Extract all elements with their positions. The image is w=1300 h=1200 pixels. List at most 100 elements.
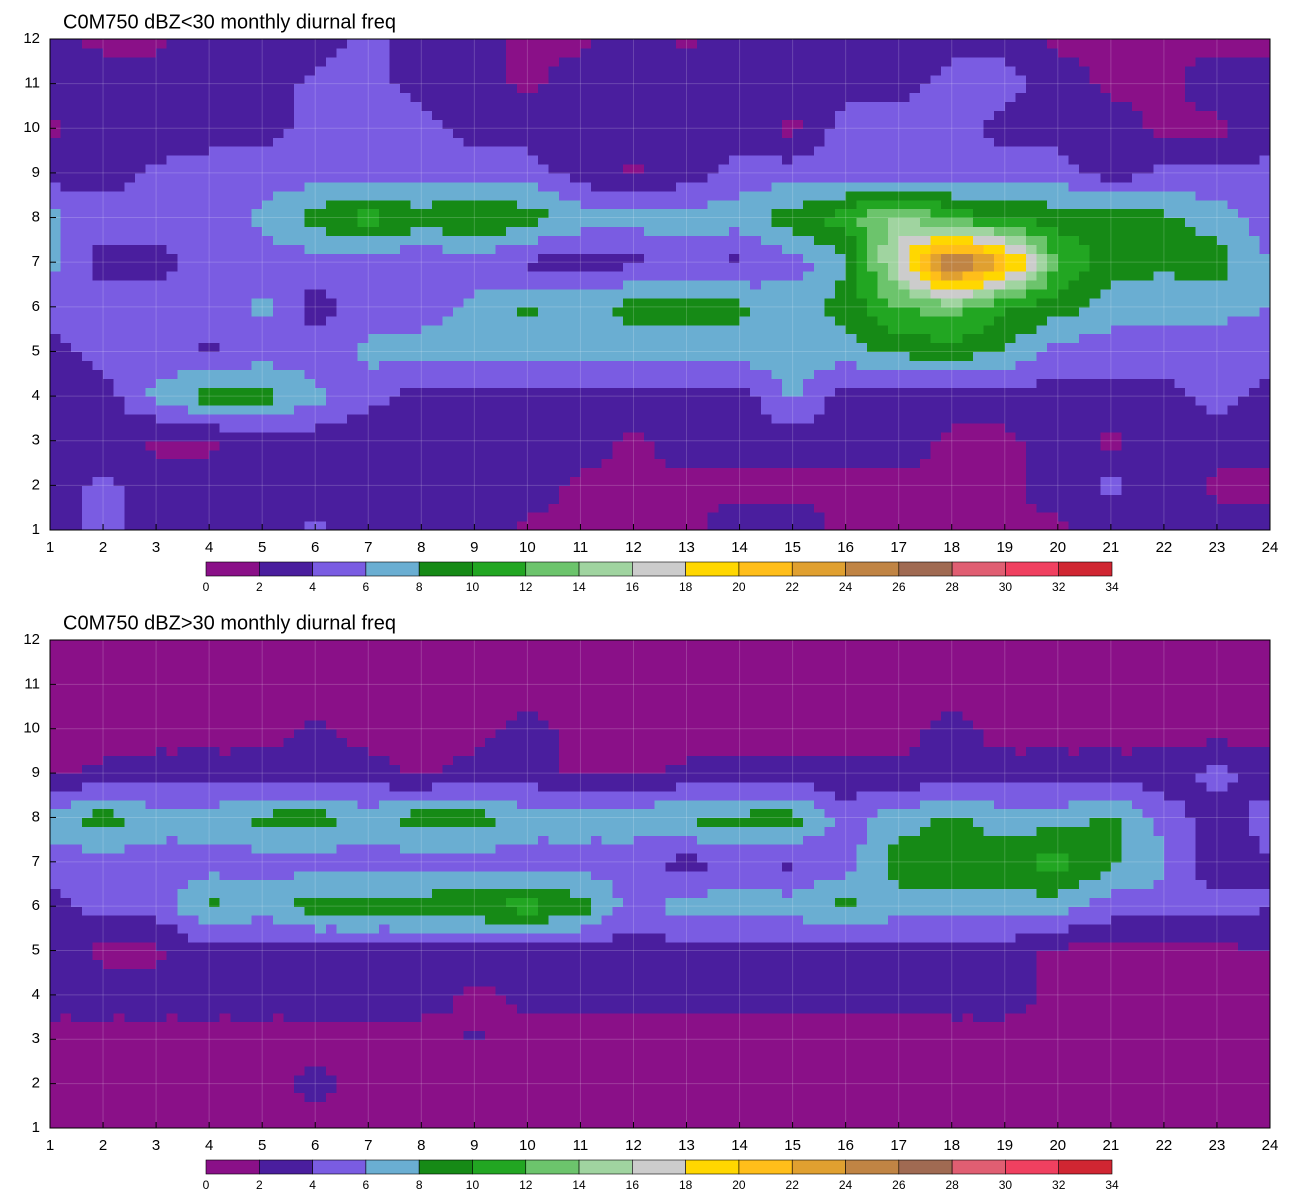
contour-cell — [983, 467, 995, 478]
contour-cell — [251, 306, 263, 317]
contour-cell — [347, 244, 359, 254]
contour-cell — [1047, 458, 1059, 469]
contour-cell — [962, 190, 974, 201]
contour-cell — [378, 208, 391, 219]
contour-cell — [644, 449, 656, 460]
contour-cell — [1015, 431, 1027, 442]
contour-cell — [368, 262, 380, 272]
contour-cell — [1079, 378, 1091, 388]
contour-cell — [644, 155, 656, 165]
contour-cell — [824, 431, 836, 442]
contour-cell — [421, 378, 433, 388]
contour-cell — [103, 467, 115, 478]
contour-cell — [209, 333, 221, 344]
contour-cell — [347, 226, 359, 236]
contour-cell — [760, 244, 772, 254]
contour-cell — [1036, 333, 1048, 344]
contour-cell — [1110, 440, 1123, 451]
contour-cell — [591, 467, 603, 478]
contour-cell — [654, 503, 666, 513]
contour-cell — [1227, 360, 1239, 370]
contour-cell — [315, 378, 327, 388]
contour-cell — [739, 413, 751, 424]
contour-cell — [686, 512, 698, 522]
contour-cell — [177, 271, 189, 281]
contour-cell — [145, 288, 157, 299]
contour-cell — [1132, 324, 1144, 335]
contour-cell — [516, 422, 528, 433]
contour-cell — [824, 226, 836, 236]
contour-cell — [272, 369, 284, 379]
contour-cell — [1100, 360, 1112, 370]
contour-cell — [972, 181, 985, 192]
contour-cell — [336, 315, 348, 326]
contour-cell — [845, 226, 857, 236]
contour-cell — [484, 297, 497, 308]
contour-cell — [304, 146, 316, 156]
contour-cell — [198, 244, 210, 254]
contour-cell — [103, 503, 115, 513]
contour-cell — [1174, 422, 1186, 433]
contour-cell — [251, 387, 263, 397]
contour-cell — [389, 306, 401, 317]
contour-cell — [187, 342, 200, 353]
contour-cell — [198, 494, 210, 504]
contour-cell — [272, 413, 284, 424]
contour-cell — [644, 494, 656, 504]
contour-cell — [919, 172, 932, 183]
contour-cell — [856, 342, 868, 353]
contour-cell — [569, 494, 582, 504]
contour-cell — [506, 458, 518, 469]
contour-cell — [803, 262, 815, 272]
contour-cell — [718, 226, 730, 236]
contour-cell — [1174, 244, 1186, 254]
contour-cell — [187, 262, 200, 272]
contour-cell — [1174, 181, 1186, 192]
contour-cell — [166, 146, 178, 156]
contour-cell — [718, 190, 730, 201]
contour-cell — [240, 163, 253, 174]
contour-cell — [506, 503, 518, 513]
contour-cell — [50, 181, 62, 192]
contour-cell — [1227, 369, 1239, 379]
contour-cell — [389, 324, 401, 335]
contour-cell — [1185, 253, 1197, 263]
contour-cell — [888, 449, 900, 460]
contour-cell — [71, 476, 83, 486]
contour-cell — [1057, 199, 1070, 210]
contour-cell — [1132, 217, 1144, 228]
contour-cell — [368, 208, 380, 219]
contour-cell — [1068, 172, 1080, 183]
contour-cell — [230, 458, 242, 469]
contour-cell — [580, 262, 592, 272]
contour-cell — [866, 360, 879, 370]
contour-cell — [453, 413, 465, 424]
contour-cell — [782, 155, 794, 165]
contour-cell — [845, 467, 857, 478]
contour-cell — [1259, 360, 1271, 370]
contour-cell — [60, 226, 72, 236]
contour-cell — [718, 521, 730, 531]
contour-cell — [240, 208, 253, 219]
contour-cell — [951, 405, 963, 415]
contour-cell — [824, 208, 836, 219]
contour-cell — [612, 396, 624, 406]
contour-cell — [813, 360, 826, 370]
contour-cell — [113, 369, 125, 379]
contour-cell — [728, 396, 741, 406]
contour-cell — [612, 315, 624, 326]
contour-cell — [347, 476, 359, 486]
contour-cell — [410, 494, 422, 504]
contour-cell — [156, 503, 168, 513]
contour-cell — [400, 235, 412, 245]
contour-cell — [697, 369, 709, 379]
contour-cell — [1163, 351, 1176, 361]
contour-cell — [633, 521, 645, 531]
contour-cell — [718, 128, 730, 138]
contour-cell — [930, 333, 942, 344]
contour-cell — [294, 288, 306, 299]
contour-cell — [675, 485, 688, 495]
contour-cell — [707, 449, 719, 460]
contour-cell — [1047, 360, 1059, 370]
contour-cell — [548, 128, 560, 138]
